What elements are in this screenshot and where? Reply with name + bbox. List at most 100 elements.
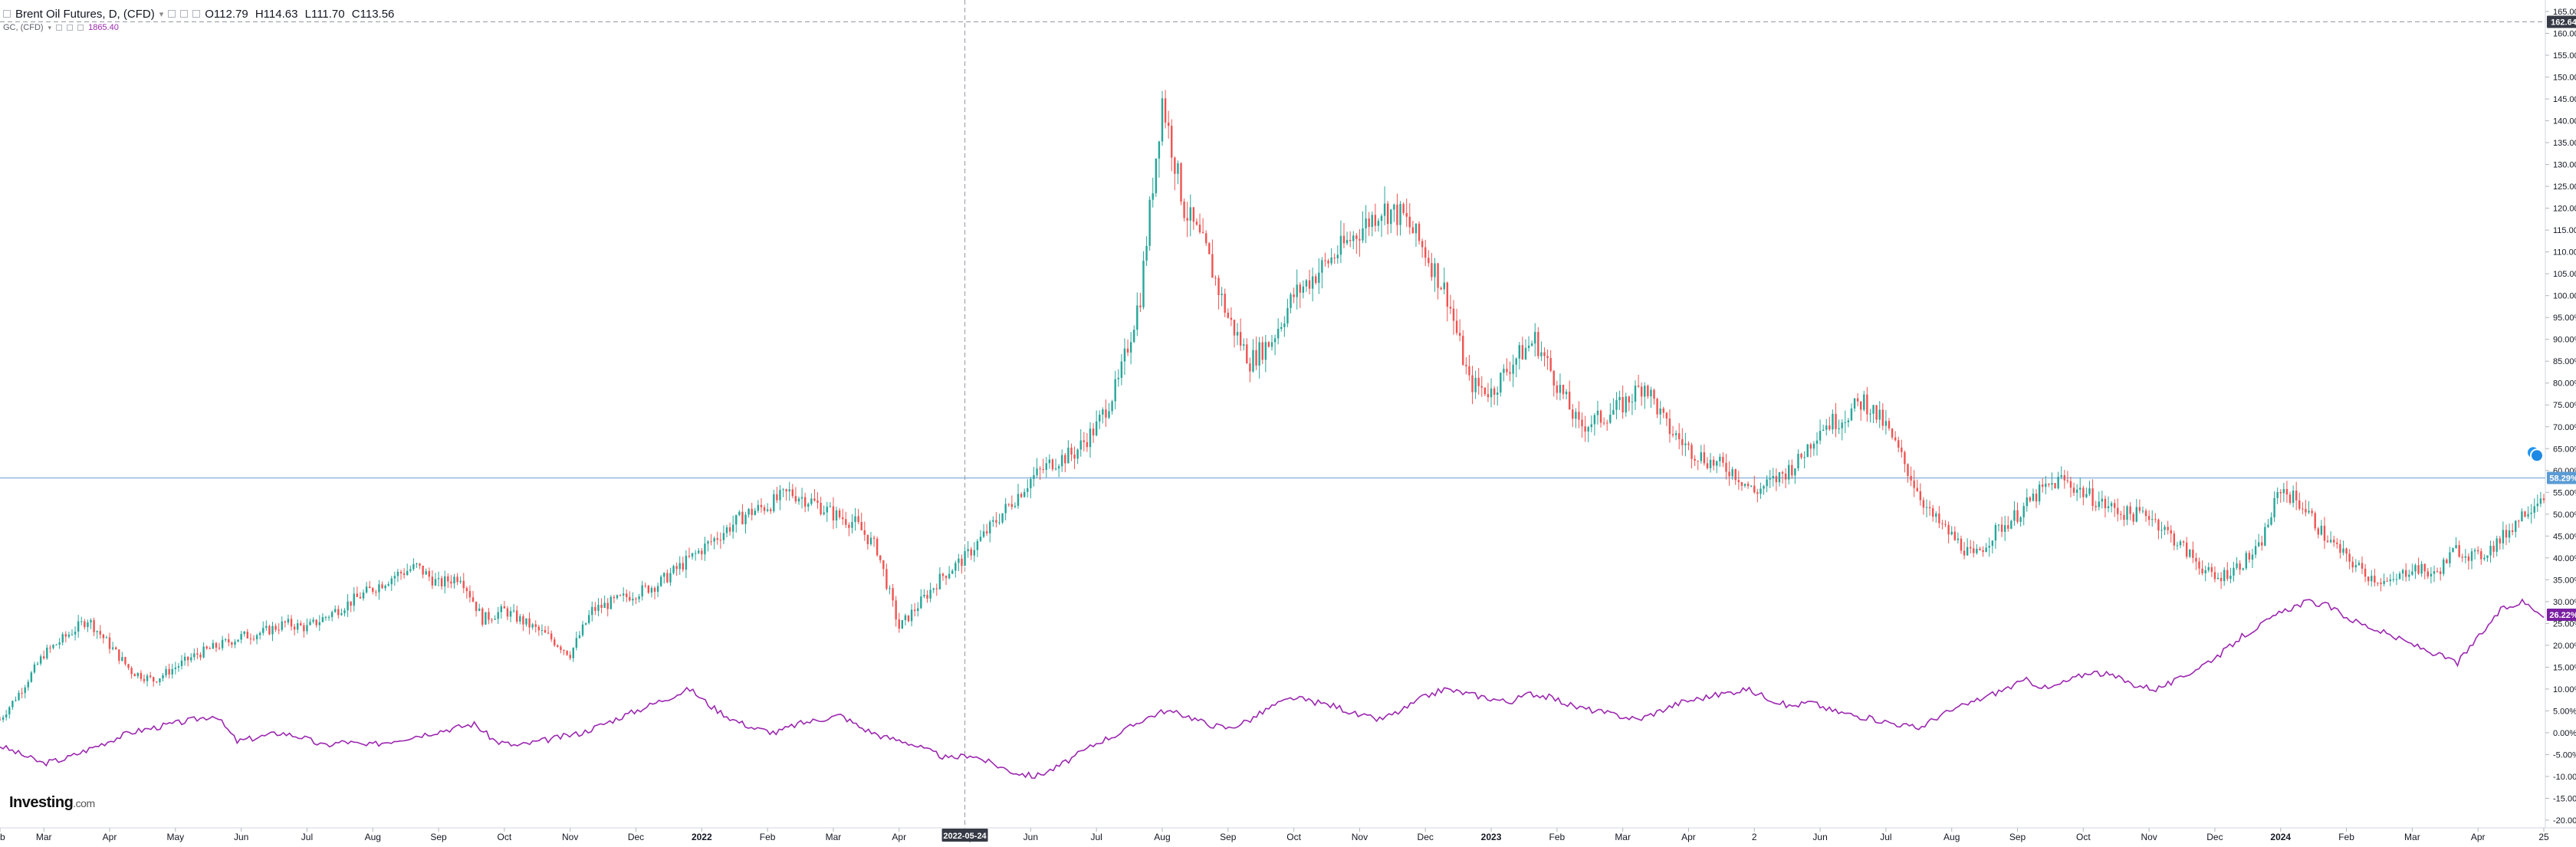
candle-body [1746, 484, 1750, 487]
legend-compare[interactable]: GC, (CFD) ▾ 1865.40 [3, 21, 398, 34]
legend-main[interactable]: Brent Oil Futures, D, (CFD) ▾ O112.79 H1… [3, 6, 398, 21]
candle-body [1938, 513, 1940, 524]
candle-body [1869, 413, 1871, 415]
candle-body [2072, 488, 2075, 493]
candle-body [199, 655, 202, 658]
candle-body [1891, 428, 1894, 438]
crosshair-y-tag-bg [2547, 15, 2576, 28]
x-tick-label: Jul [301, 832, 313, 842]
candle-body [522, 616, 524, 625]
candle-body [841, 517, 844, 520]
candle-body [938, 573, 941, 589]
candle-body [1249, 363, 1251, 372]
candle-body [77, 621, 80, 632]
candle-body [1881, 409, 1884, 426]
candle-body [964, 551, 966, 566]
candle-body [1725, 462, 1727, 472]
candle-body [1606, 422, 1608, 424]
candle-body [1305, 280, 1308, 287]
x-tick-label: Aug [1944, 832, 1960, 842]
x-tick-label: Jul [1091, 832, 1102, 842]
y-tick-label: -10.00% [2553, 773, 2576, 782]
x-tick-label: 2023 [1481, 832, 1502, 842]
compare-price-tag-bg [2547, 608, 2576, 621]
candle-body [12, 701, 14, 707]
candle-body [475, 601, 478, 612]
candle-body [1126, 348, 1129, 353]
main-series-title[interactable]: Brent Oil Futures, D, (CFD) [15, 7, 155, 21]
close-icon[interactable] [77, 25, 84, 31]
candle-body [497, 612, 499, 619]
candle-body [528, 618, 531, 628]
candle-body [989, 521, 991, 533]
hide-icon[interactable] [180, 10, 189, 18]
chevron-down-icon[interactable]: ▾ [48, 23, 52, 31]
candle-body [1440, 287, 1442, 290]
candle-body [2195, 557, 2197, 562]
candle-body [860, 522, 863, 530]
candle-body [1847, 420, 1850, 422]
candle-body [1719, 457, 1721, 461]
candle-body [58, 642, 61, 645]
candle-body [1183, 201, 1185, 218]
candle-body [2016, 510, 2019, 522]
candle-body [554, 639, 556, 645]
candle-body [1994, 524, 1997, 541]
candle-body [2345, 548, 2348, 554]
candle-body [1527, 345, 1530, 348]
settings-icon[interactable] [56, 25, 63, 31]
close-value: C113.56 [351, 7, 395, 21]
candle-body [1530, 343, 1533, 346]
candle-body [1575, 412, 1577, 419]
event-marker-icon[interactable] [2530, 448, 2544, 463]
candle-body [1982, 550, 1984, 553]
candle-body [1276, 328, 1280, 339]
collapse-icon[interactable] [3, 10, 11, 18]
chevron-down-icon[interactable]: ▾ [159, 9, 164, 19]
candle-body [2138, 507, 2141, 511]
candle-body [1671, 434, 1674, 435]
candle-body [2176, 545, 2179, 547]
candle-body [2091, 488, 2094, 507]
candle-body [1716, 461, 1718, 466]
close-icon[interactable] [192, 10, 201, 18]
compare-series-title[interactable]: GC, (CFD) [3, 23, 44, 32]
y-tick-label: 145.00% [2553, 95, 2576, 104]
candle-body [1625, 396, 1627, 413]
settings-icon[interactable] [168, 10, 176, 18]
candle-body [2476, 550, 2479, 552]
candle-body [848, 524, 850, 528]
hide-icon[interactable] [67, 25, 74, 31]
candle-body [1674, 433, 1677, 435]
candle-body [2511, 530, 2514, 532]
candle-body [948, 573, 951, 579]
candle-body [1812, 443, 1815, 449]
x-tick-label: Apr [2471, 832, 2486, 842]
candle-body [431, 576, 434, 586]
candle-body [701, 550, 703, 555]
candle-body [1321, 260, 1323, 273]
candle-body [1850, 408, 1853, 421]
candle-body [2314, 513, 2316, 529]
candle-body [2179, 541, 2182, 546]
candle-body [731, 524, 734, 532]
candle-body [741, 511, 744, 524]
candle-body [419, 563, 421, 566]
candle-body [2374, 576, 2376, 583]
candle-body [537, 626, 540, 631]
candle-body [557, 645, 559, 647]
candle-body [2508, 530, 2511, 538]
candle-body [2236, 563, 2238, 568]
candle-body [1781, 471, 1784, 474]
candle-body [190, 657, 192, 661]
candle-body [1901, 447, 1903, 452]
candle-body [1311, 276, 1314, 289]
ohlc-values: O112.79 H114.63 L111.70 C113.56 [205, 8, 398, 21]
candle-body [1922, 500, 1925, 508]
candle-body [118, 649, 120, 662]
event-markers[interactable] [2526, 445, 2544, 463]
candle-body [1036, 468, 1038, 475]
candle-body [1497, 392, 1499, 395]
